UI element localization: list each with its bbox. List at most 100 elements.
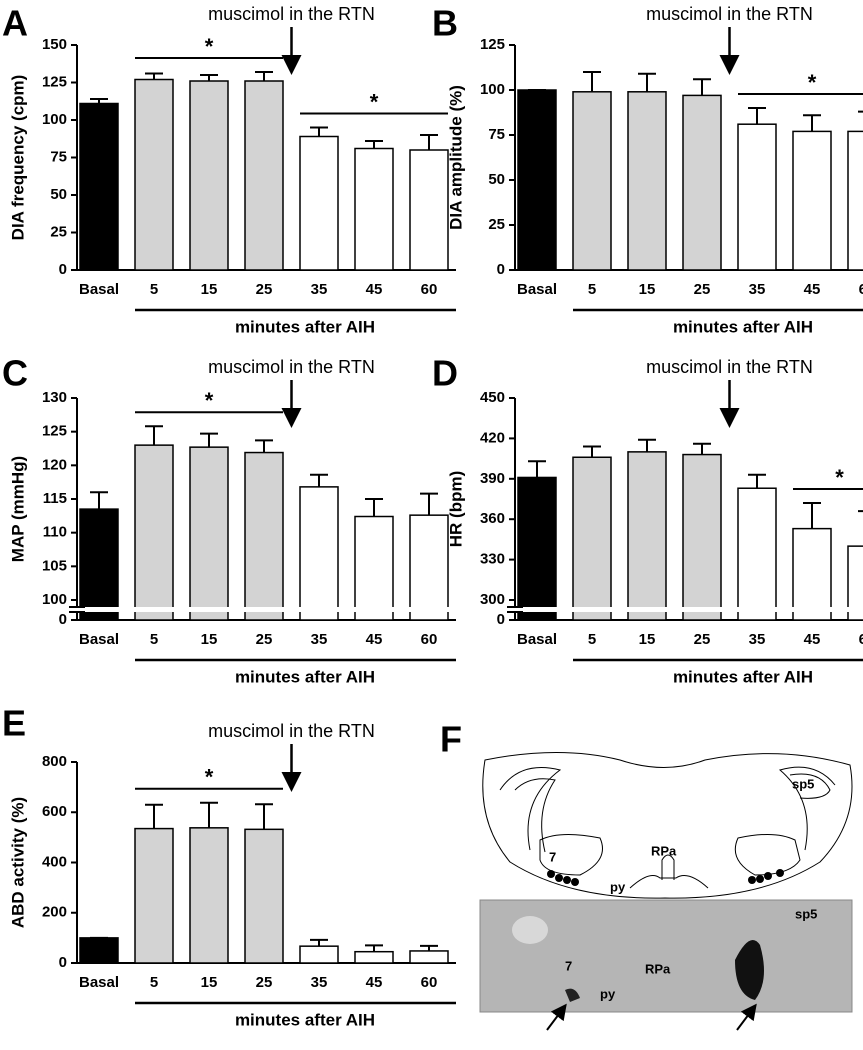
y-tick-label: 360: [480, 510, 505, 527]
bar: [299, 486, 339, 621]
annotation: muscimol in the RTN: [646, 357, 813, 377]
bar: [354, 147, 394, 271]
bar: [737, 123, 777, 271]
significance-label: *: [835, 465, 844, 490]
chart-panel: C MAP (mmHg) 0 100 105 110 115 120 125 130 Basal 5 1…: [2, 353, 456, 686]
y-tick-label: 0: [59, 611, 67, 628]
error-bar: [90, 98, 108, 104]
region-label: RPa: [645, 961, 671, 976]
y-tick-label: 125: [480, 36, 505, 53]
bar: [79, 508, 119, 621]
error-bar: [255, 803, 273, 830]
annotation: muscimol in the RTN: [208, 721, 375, 741]
panel-label: C: [2, 353, 28, 394]
arrow: [736, 1003, 757, 1031]
y-tick-label: 300: [480, 591, 505, 608]
bar: [134, 827, 174, 964]
error-bar: [90, 491, 108, 510]
x-axis-title: minutes after AIH: [235, 667, 375, 686]
x-tick-label: Basal: [79, 281, 119, 298]
bar: [189, 446, 229, 621]
y-tick-label: 125: [42, 73, 67, 90]
error-bar: [583, 445, 601, 458]
photo-feature: [735, 940, 764, 1000]
error-bar: [255, 439, 273, 453]
y-tick-label: 25: [50, 223, 67, 240]
chart-panel: E ABD activity (%) 0 200 400 600 800 Basal 5 15 25…: [2, 703, 456, 1029]
error-bar: [255, 71, 273, 81]
x-tick-label: 45: [366, 631, 383, 648]
annotation: muscimol in the RTN: [646, 4, 813, 24]
bar: [409, 514, 449, 621]
error-bar: [420, 944, 438, 951]
x-tick-label: 15: [201, 974, 218, 991]
y-tick-label: 25: [488, 216, 505, 233]
y-tick-label: 100: [42, 591, 67, 608]
y-tick-label: 110: [43, 524, 67, 541]
x-tick-label: 5: [150, 281, 158, 298]
significance-label: *: [205, 388, 214, 413]
bar: [134, 444, 174, 621]
x-tick-label: 60: [859, 631, 863, 648]
error-bar: [365, 944, 383, 952]
y-tick-label: 50: [50, 186, 67, 203]
x-tick-label: 45: [804, 281, 821, 298]
bar: [244, 451, 284, 621]
x-tick-label: 60: [421, 631, 438, 648]
y-tick-label: 75: [50, 148, 67, 165]
y-tick-label: 120: [42, 456, 67, 473]
y-tick-label: 0: [497, 611, 505, 628]
y-tick-label: 50: [488, 171, 505, 188]
error-bar: [803, 502, 821, 529]
x-tick-label: 15: [201, 631, 218, 648]
panel-label: D: [432, 353, 458, 394]
bar: [517, 476, 557, 621]
y-tick-label: 150: [42, 36, 67, 53]
y-tick-label: 105: [42, 557, 67, 574]
bar: [627, 91, 667, 271]
panel-f: F sp5 7 RPa py sp5 7 RPa py: [440, 719, 853, 1031]
x-tick-label: 5: [588, 631, 596, 648]
error-bar: [145, 72, 163, 80]
error-bar: [528, 460, 546, 478]
y-tick-label: 420: [480, 429, 505, 446]
y-tick-label: 115: [43, 490, 67, 507]
y-tick-label: 125: [42, 423, 67, 440]
bar: [847, 545, 863, 621]
x-tick-label: 5: [150, 631, 158, 648]
bar: [572, 91, 612, 271]
significance-label: *: [205, 765, 214, 790]
bar: [299, 945, 339, 964]
x-axis-title: minutes after AIH: [673, 317, 813, 336]
x-tick-label: Basal: [517, 281, 557, 298]
error-bar: [200, 801, 218, 828]
x-tick-label: 25: [256, 631, 273, 648]
axis-break: [507, 607, 863, 612]
annotation: muscimol in the RTN: [208, 4, 375, 24]
bar: [244, 828, 284, 964]
y-tick-label: 0: [59, 954, 67, 971]
error-bar: [748, 473, 766, 489]
error-bar: [693, 78, 711, 96]
region-label: sp5: [792, 776, 814, 791]
y-axis-title: DIA amplitude (%): [446, 85, 465, 230]
y-axis-title: DIA frequency (cpm): [8, 75, 27, 241]
axis-break: [69, 607, 456, 612]
bar: [737, 487, 777, 621]
bar: [189, 80, 229, 271]
significance-label: *: [808, 70, 817, 95]
panel-label: F: [440, 719, 462, 760]
region-label: 7: [565, 958, 572, 973]
error-bar: [310, 473, 328, 487]
bar: [134, 78, 174, 271]
region-label: py: [610, 879, 626, 894]
y-tick-label: 450: [480, 389, 505, 406]
x-tick-label: 45: [366, 281, 383, 298]
error-bar: [365, 498, 383, 517]
bar: [682, 453, 722, 621]
bar: [354, 515, 394, 621]
y-tick-label: 100: [480, 81, 505, 98]
x-tick-label: 5: [150, 974, 158, 991]
error-bar: [638, 72, 656, 92]
error-bar: [693, 442, 711, 455]
